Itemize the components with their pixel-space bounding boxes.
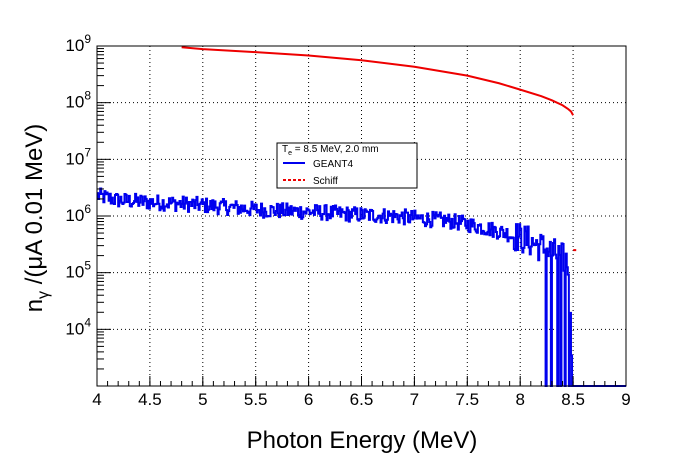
legend: Te = 8.5 MeV, 2.0 mm GEANT4 Schiff	[276, 142, 418, 189]
x-tick-label: 7.5	[455, 390, 479, 409]
grid-layer	[97, 46, 626, 386]
x-tick-label: 8.5	[561, 390, 585, 409]
x-tick-label: 9	[621, 390, 630, 409]
legend-header-sub: e	[288, 150, 292, 157]
tick-layer	[96, 45, 627, 386]
y-axis-title: nγ /(μA 0.01 MeV)	[21, 124, 52, 313]
y-tick-label: 105	[65, 259, 91, 282]
label-layer: 4 4.5 5 5.5 6 6.5 7 7.5 8 8.5 9 104 105 106 107 108 109	[65, 32, 630, 409]
x-tick-label: 5	[198, 390, 207, 409]
y-tick-label: 108	[65, 89, 91, 112]
series-schiff-point	[573, 249, 577, 252]
series-geant4-line	[97, 187, 626, 387]
x-tick-label: 8	[515, 390, 524, 409]
legend-label-geant4: GEANT4	[313, 159, 353, 170]
legend-label-schiff: Schiff	[313, 176, 338, 187]
y-tick-label: 104	[65, 315, 91, 338]
y-axis-title-sub: γ	[35, 291, 52, 299]
legend-header-main: T	[282, 144, 288, 155]
series-layer	[97, 46, 626, 387]
x-tick-label: 6.5	[350, 390, 374, 409]
series-schiff-line	[181, 46, 574, 116]
y-tick-label: 107	[65, 145, 91, 168]
y-axis-title-rest: /(μA 0.01 MeV)	[21, 124, 48, 291]
legend-header: Te = 8.5 MeV, 2.0 mm	[282, 144, 379, 157]
x-tick-label: 4	[92, 390, 101, 409]
y-tick-label: 106	[65, 202, 91, 225]
y-axis-title-main: n	[21, 299, 48, 312]
y-tick-label: 109	[65, 32, 91, 55]
x-tick-label: 5.5	[244, 390, 268, 409]
x-tick-label: 7	[410, 390, 419, 409]
legend-header-rest: = 8.5 MeV, 2.0 mm	[292, 144, 379, 155]
x-tick-label: 6	[304, 390, 313, 409]
x-axis-title: Photon Energy (MeV)	[247, 427, 478, 454]
x-tick-label: 4.5	[138, 390, 162, 409]
